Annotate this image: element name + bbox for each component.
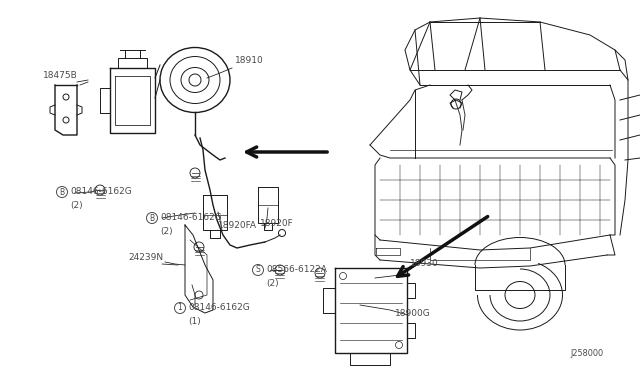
Text: S: S — [255, 266, 260, 275]
Text: 18920F: 18920F — [260, 219, 294, 228]
Text: 24239N: 24239N — [128, 253, 163, 262]
Text: J258000: J258000 — [570, 349, 603, 358]
Text: B: B — [60, 187, 65, 196]
Text: 08146-6162G: 08146-6162G — [70, 187, 132, 196]
Text: 1: 1 — [178, 304, 182, 312]
Text: 18930: 18930 — [410, 259, 439, 268]
Text: (2): (2) — [70, 201, 83, 210]
Text: 18475B: 18475B — [43, 71, 77, 80]
Text: (2): (2) — [266, 279, 278, 288]
Text: 08146-6162G: 08146-6162G — [160, 213, 221, 222]
Text: (2): (2) — [160, 227, 173, 236]
Text: (1): (1) — [188, 317, 201, 326]
Text: 08566-6122A: 08566-6122A — [266, 265, 327, 274]
Text: B: B — [149, 214, 155, 222]
Text: 18900G: 18900G — [395, 309, 431, 318]
Text: 08146-6162G: 08146-6162G — [188, 303, 250, 312]
Text: 18920FA: 18920FA — [218, 221, 257, 230]
Text: 18910: 18910 — [235, 56, 264, 65]
